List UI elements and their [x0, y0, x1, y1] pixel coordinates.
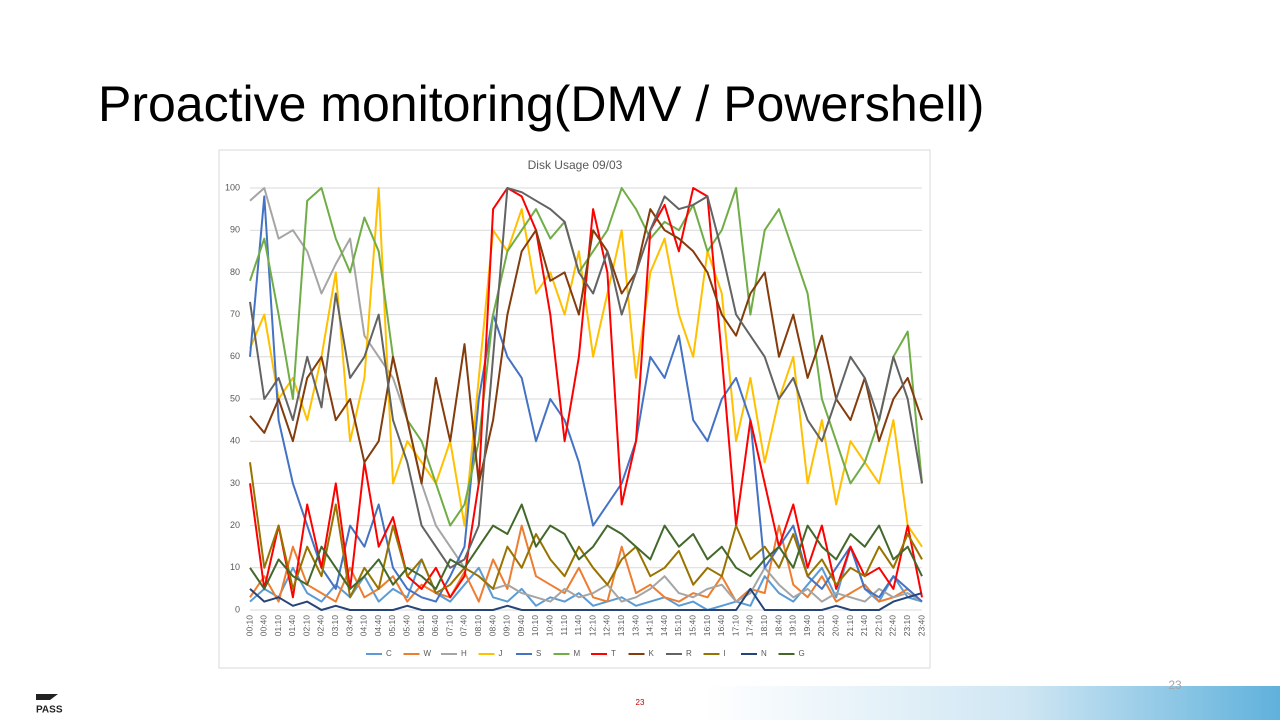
slide-title: Proactive monitoring(DMV / Powershell): [98, 76, 984, 132]
y-tick-label: 20: [230, 520, 240, 530]
x-tick-label: 19:10: [788, 615, 798, 637]
x-tick-label: 10:40: [545, 615, 555, 637]
chart-frame: [218, 149, 931, 669]
x-tick-label: 19:40: [802, 615, 812, 637]
x-tick-label: 12:10: [587, 615, 597, 637]
x-tick-label: 04:40: [373, 615, 383, 637]
x-tick-label: 02:10: [301, 615, 311, 637]
x-tick-label: 18:40: [773, 615, 783, 637]
chart: 0 10 20 30 40 50 60 70 80 90 100 00:10 00:40 01:10 01:…: [225, 182, 926, 658]
y-tick-label: 80: [230, 267, 240, 277]
x-tick-label: 21:10: [845, 615, 855, 637]
x-tick-label: 10:10: [530, 615, 540, 637]
x-tick-label: 07:40: [459, 615, 469, 637]
x-tick-label: 03:10: [330, 615, 340, 637]
x-tick-label: 11:40: [573, 615, 583, 636]
series-line: [249, 208, 923, 485]
series-line: [249, 187, 923, 527]
y-tick-label: 30: [230, 478, 240, 488]
x-tick-label: 01:10: [273, 615, 283, 637]
x-tick-label: 23:10: [902, 615, 912, 637]
x-tick-label: 08:40: [487, 615, 497, 637]
x-tick-label: 06:40: [430, 615, 440, 637]
x-tick-label: 14:10: [645, 615, 655, 637]
y-tick-label: 0: [235, 604, 240, 614]
y-tick-label: 100: [225, 182, 240, 192]
x-tick-label: 22:40: [888, 615, 898, 637]
legend-label: R: [686, 649, 692, 658]
logo-text: PASS: [36, 705, 63, 716]
x-tick-label: 17:10: [730, 615, 740, 637]
legend-label: M: [574, 649, 581, 658]
footer-band: [0, 686, 1280, 720]
x-tick-label: 05:10: [387, 615, 397, 637]
logo: PASS: [36, 694, 63, 716]
series-line: [249, 195, 923, 603]
x-tick-label: 20:10: [816, 615, 826, 637]
x-tick-label: 12:40: [602, 615, 612, 637]
x-tick-label: 15:40: [687, 615, 697, 637]
x-tick-label: 13:40: [630, 615, 640, 637]
x-tick-label: 21:40: [859, 615, 869, 637]
series-line: [249, 545, 923, 611]
legend-label: J: [499, 649, 503, 658]
x-tick-label: 09:10: [502, 615, 512, 637]
x-tick-label: 00:40: [259, 615, 269, 637]
legend-label: T: [611, 649, 616, 658]
x-tick-label: 02:40: [316, 615, 326, 637]
y-tick-label: 10: [230, 562, 240, 572]
series-line: [249, 187, 923, 548]
series-line: [249, 187, 923, 569]
x-tick-label: 22:10: [873, 615, 883, 637]
x-tick-label: 23:40: [916, 615, 926, 637]
x-tick-label: 13:10: [616, 615, 626, 637]
x-tick-label: 05:40: [402, 615, 412, 637]
x-tick-label: 06:10: [416, 615, 426, 637]
series-line: [249, 187, 923, 603]
series-line: [249, 524, 923, 603]
y-tick-label: 70: [230, 309, 240, 319]
x-tick-label: 15:10: [673, 615, 683, 637]
x-tick-label: 20:40: [830, 615, 840, 637]
chart-title: Disk Usage 09/03: [528, 158, 623, 172]
legend-label: C: [386, 649, 392, 658]
y-tick-label: 90: [230, 225, 240, 235]
legend-label: I: [724, 649, 726, 658]
y-tick-label: 40: [230, 436, 240, 446]
series-line: [249, 503, 923, 590]
legend-label: N: [761, 649, 767, 658]
y-tick-label: 50: [230, 393, 240, 403]
y-tick-label: 60: [230, 351, 240, 361]
x-tick-label: 16:40: [716, 615, 726, 637]
series-line: [249, 462, 923, 599]
x-tick-label: 14:40: [659, 615, 669, 637]
page-number: 23: [636, 698, 645, 707]
legend-label: W: [424, 649, 432, 658]
legend-label: G: [799, 649, 805, 658]
x-tick-label: 03:40: [344, 615, 354, 637]
legend-label: S: [536, 649, 541, 658]
x-tick-label: 09:40: [516, 615, 526, 637]
page-number-corner: 23: [1168, 678, 1182, 692]
x-tick-label: 08:10: [473, 615, 483, 637]
x-tick-label: 17:40: [745, 615, 755, 637]
x-tick-label: 16:10: [702, 615, 712, 637]
x-tick-label: 04:10: [359, 615, 369, 637]
x-tick-label: 07:10: [444, 615, 454, 637]
legend-label: H: [461, 649, 467, 658]
x-tick-label: 01:40: [287, 615, 297, 637]
x-tick-label: 11:10: [559, 615, 569, 636]
series-line: [249, 587, 923, 611]
x-tick-label: 18:10: [759, 615, 769, 637]
x-tick-label: 00:10: [244, 615, 254, 637]
legend-label: K: [649, 649, 655, 658]
